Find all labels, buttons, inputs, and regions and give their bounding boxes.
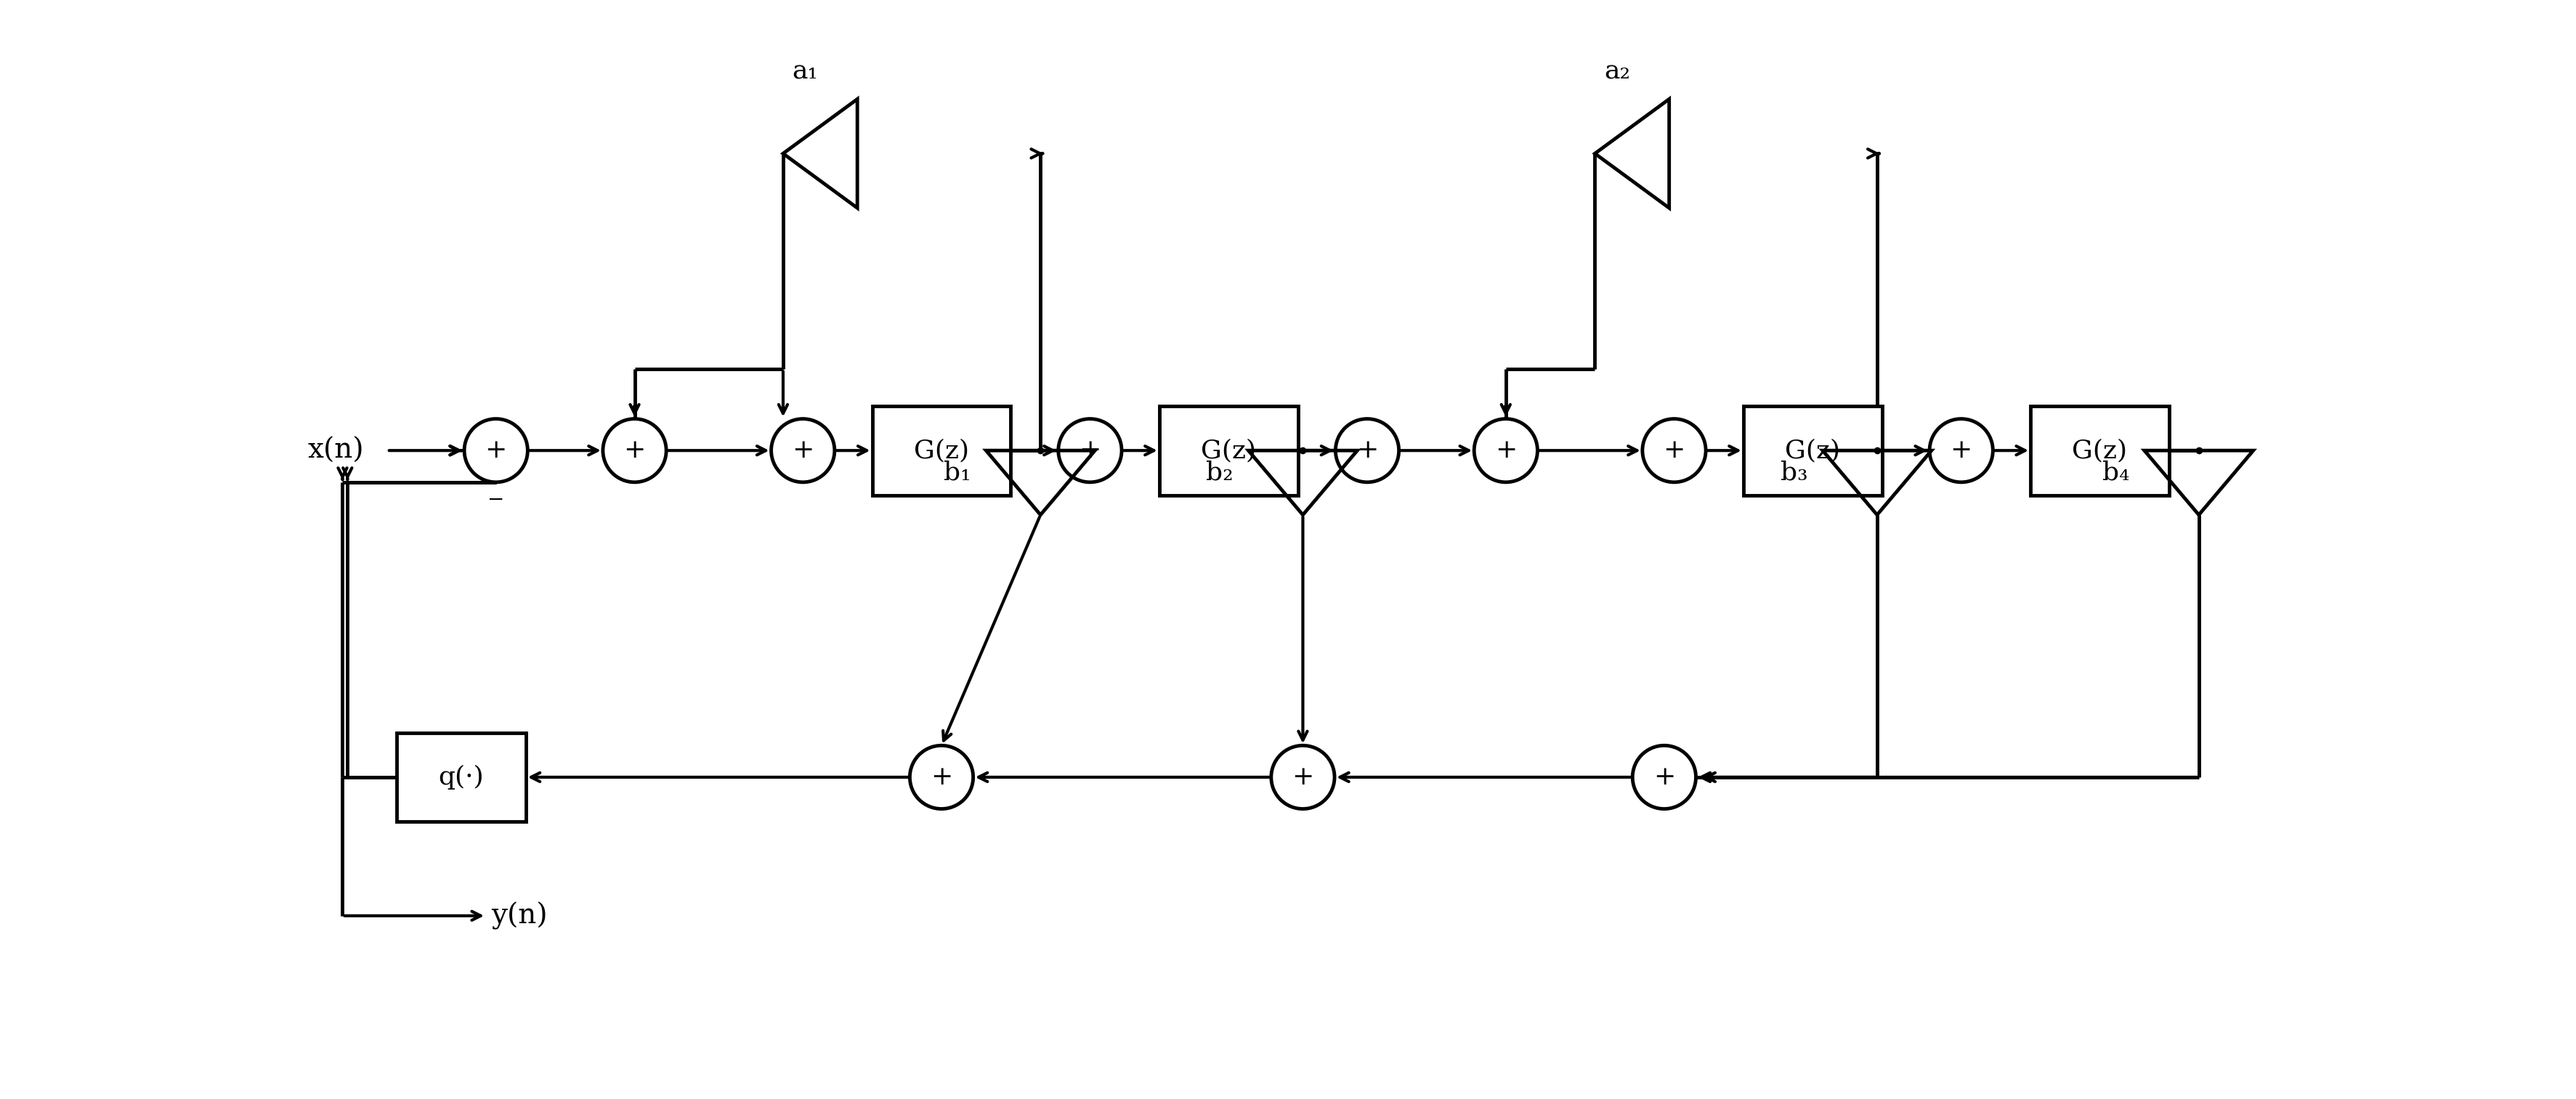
Text: +: + [1664,439,1685,463]
FancyBboxPatch shape [1744,406,1883,495]
Text: a₁: a₁ [793,59,819,85]
FancyBboxPatch shape [1159,406,1298,495]
Text: q(·): q(·) [438,765,484,789]
Text: +: + [623,439,647,463]
Text: +: + [1355,439,1378,463]
Text: x(n): x(n) [309,437,363,464]
Text: +: + [484,439,507,463]
Text: −: − [487,490,505,510]
Text: y(n): y(n) [492,902,549,930]
Text: +: + [1950,439,1973,463]
Text: +: + [1079,439,1100,463]
Text: b₄: b₄ [2102,460,2130,485]
Text: G(z): G(z) [2071,439,2128,463]
Text: +: + [930,765,953,789]
Text: +: + [1291,765,1314,789]
Text: a₂: a₂ [1605,59,1631,85]
FancyBboxPatch shape [397,733,526,822]
Text: +: + [791,439,814,463]
FancyBboxPatch shape [2030,406,2169,495]
Text: G(z): G(z) [1785,439,1839,463]
Text: +: + [1494,439,1517,463]
FancyBboxPatch shape [873,406,1010,495]
Text: b₃: b₃ [1780,460,1808,485]
Text: b₁: b₁ [943,460,971,485]
Text: +: + [1654,765,1674,789]
Text: G(z): G(z) [914,439,969,463]
Text: G(z): G(z) [1200,439,1257,463]
Text: b₂: b₂ [1206,460,1234,485]
